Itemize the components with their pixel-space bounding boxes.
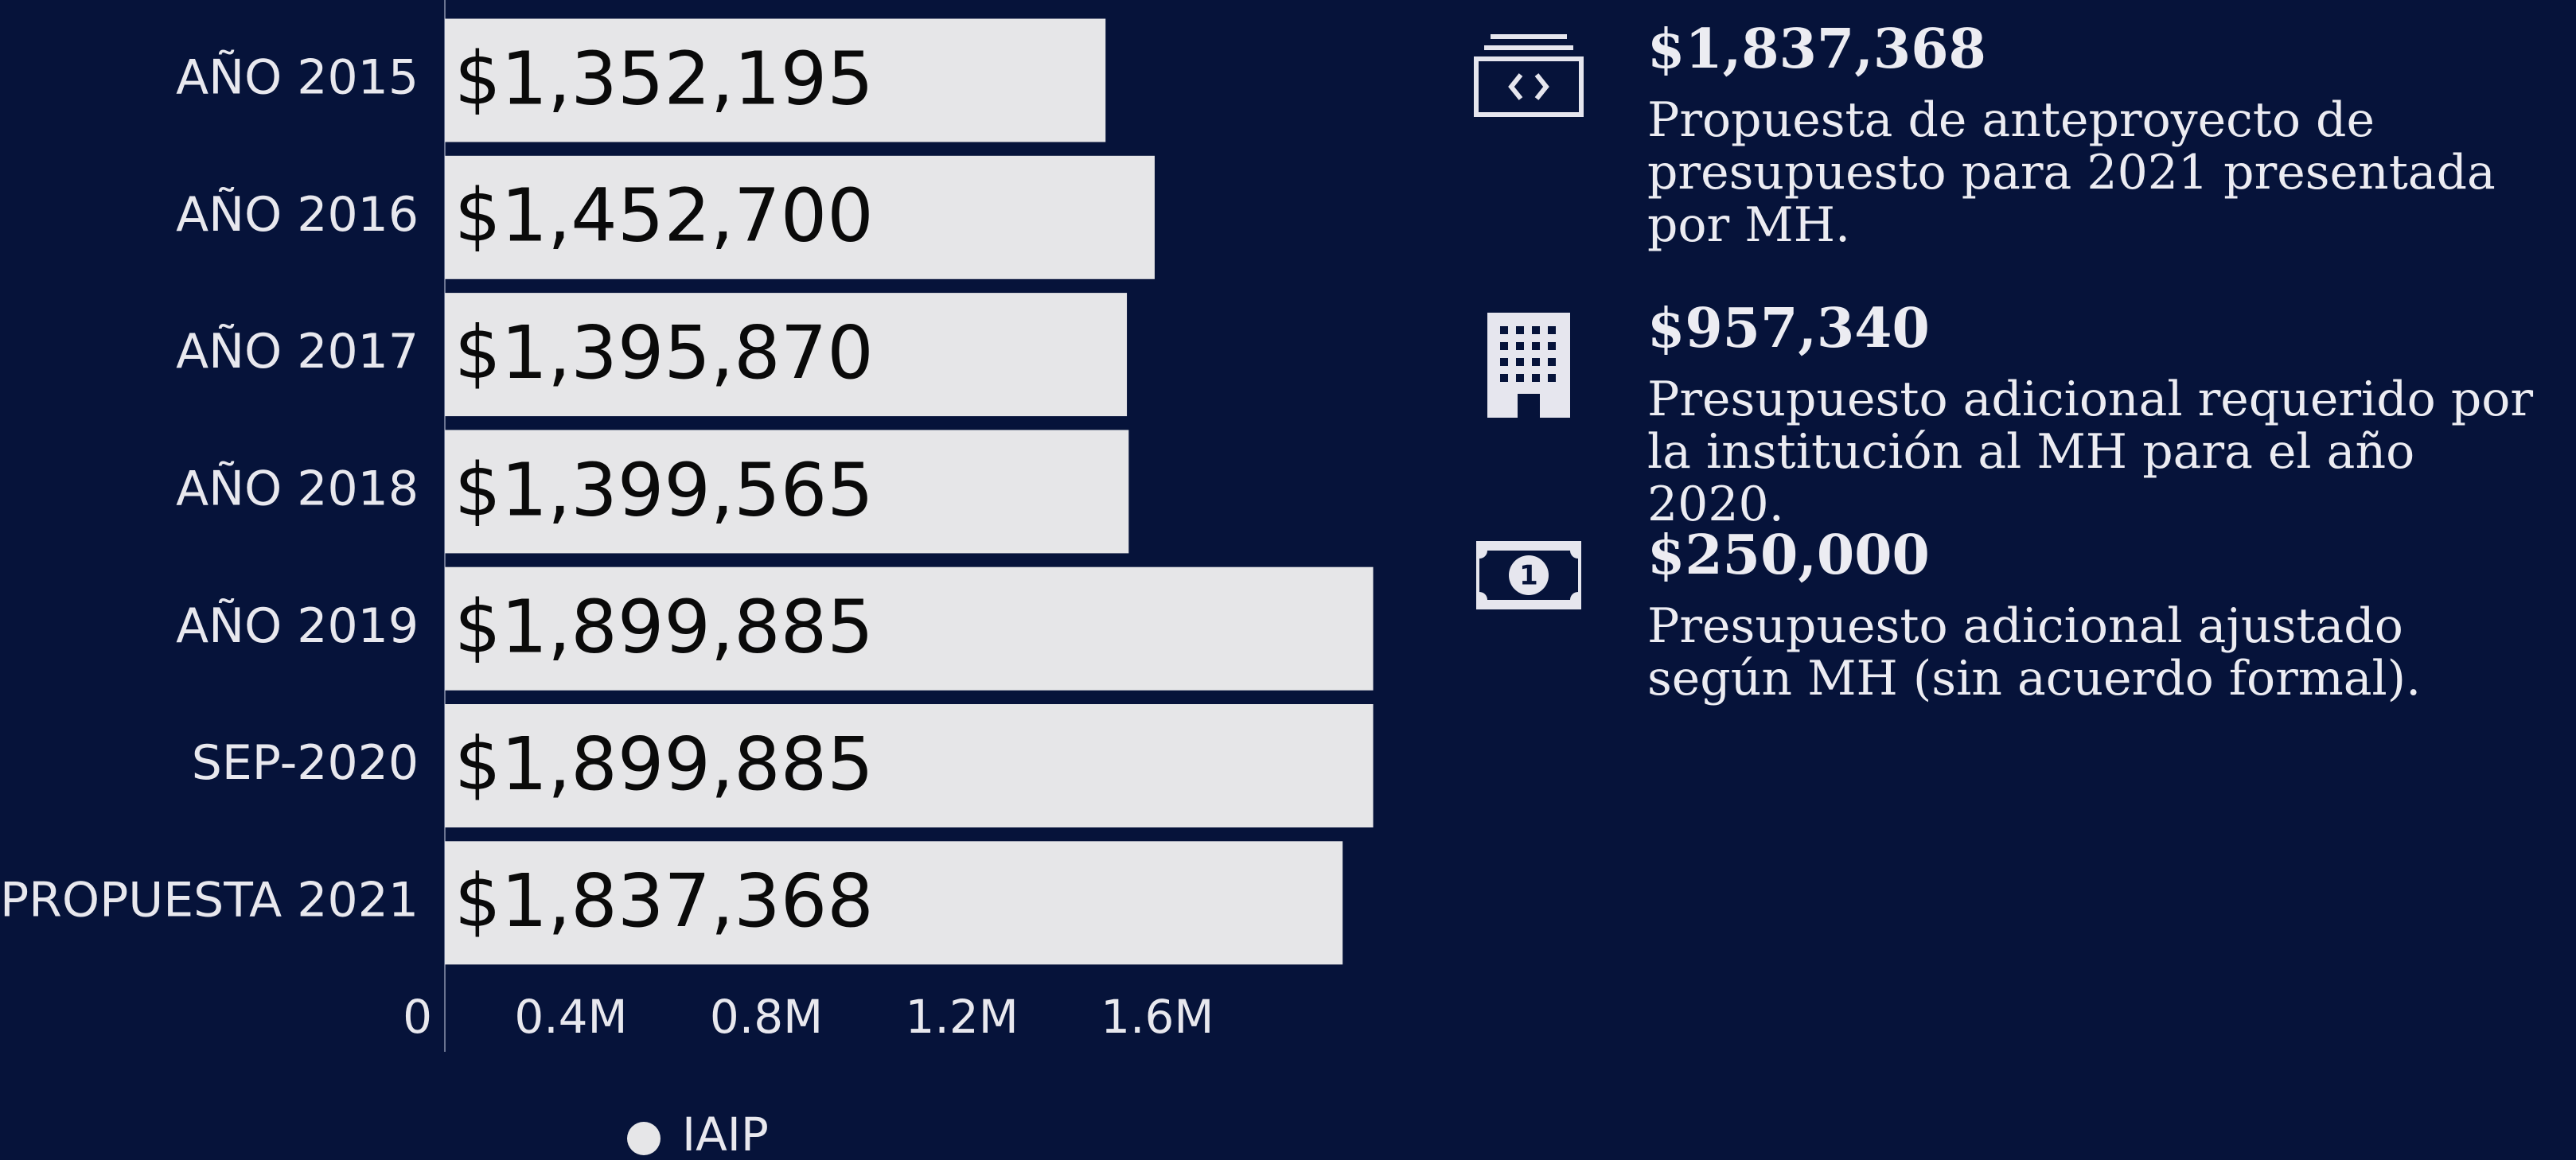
y-tick-label: SEP-2020 bbox=[192, 735, 419, 791]
y-tick-label: AÑO 2017 bbox=[176, 323, 419, 380]
x-tick-label: 0.4M bbox=[514, 990, 627, 1044]
value-label: $1,399,565 bbox=[454, 447, 874, 532]
icon-money: 1 bbox=[1476, 541, 1581, 609]
x-tick-label: 0 bbox=[403, 990, 432, 1044]
y-tick-label: AÑO 2015 bbox=[176, 49, 419, 106]
svg-text:1: 1 bbox=[1519, 560, 1538, 592]
info-description: Propuesta de anteproyecto de presupuesto… bbox=[1647, 92, 2496, 253]
info-amount: $957,340 bbox=[1647, 297, 1930, 360]
y-tick-label: AÑO 2016 bbox=[176, 186, 419, 243]
x-tick-label: 1.2M bbox=[906, 990, 1019, 1044]
bar bbox=[445, 566, 1374, 691]
value-label: $1,395,870 bbox=[454, 310, 874, 395]
info-item: $1,837,368 Propuesta de anteproyecto de p… bbox=[1647, 18, 2555, 251]
bar bbox=[445, 704, 1374, 827]
icon-code bbox=[1474, 34, 1584, 117]
value-label: $1,899,885 bbox=[454, 585, 874, 670]
x-tick-label: 1.6M bbox=[1101, 990, 1214, 1044]
bar bbox=[445, 155, 1155, 279]
value-label: $1,352,195 bbox=[454, 36, 874, 121]
icons: 1 bbox=[1474, 34, 1584, 609]
info-item: $957,340 Presupuesto adicional requerido … bbox=[1647, 297, 2555, 531]
info-amount: $250,000 bbox=[1647, 524, 1930, 587]
info-description: Presupuesto adicional ajustado según MH … bbox=[1647, 598, 2422, 707]
y-tick-label: PROPUESTA 2021 bbox=[0, 872, 419, 928]
info-item: $250,000 Presupuesto adicional ajustado s… bbox=[1647, 524, 2555, 705]
value-label: $1,837,368 bbox=[454, 858, 874, 944]
bar bbox=[445, 18, 1106, 142]
y-tick-label: AÑO 2019 bbox=[176, 598, 419, 654]
chart: 0 0.4M 0.8M 1.2M 1.6M AÑO 2015 AÑO 2016 AÑO 201… bbox=[0, 0, 1374, 1160]
legend-marker bbox=[627, 1122, 661, 1155]
value-label: $1,899,885 bbox=[454, 722, 874, 807]
x-tick-label: 0.8M bbox=[710, 990, 823, 1044]
y-tick-label: AÑO 2018 bbox=[176, 460, 419, 516]
icon-building bbox=[1487, 313, 1570, 418]
value-label: $1,452,700 bbox=[454, 173, 874, 259]
bar bbox=[445, 841, 1343, 965]
info-description: Presupuesto adicional requerido por la i… bbox=[1647, 372, 2534, 532]
info-amount: $1,837,368 bbox=[1647, 18, 1986, 81]
bar bbox=[445, 293, 1128, 417]
bar bbox=[445, 430, 1129, 554]
legend-label: IAIP bbox=[682, 1107, 769, 1160]
